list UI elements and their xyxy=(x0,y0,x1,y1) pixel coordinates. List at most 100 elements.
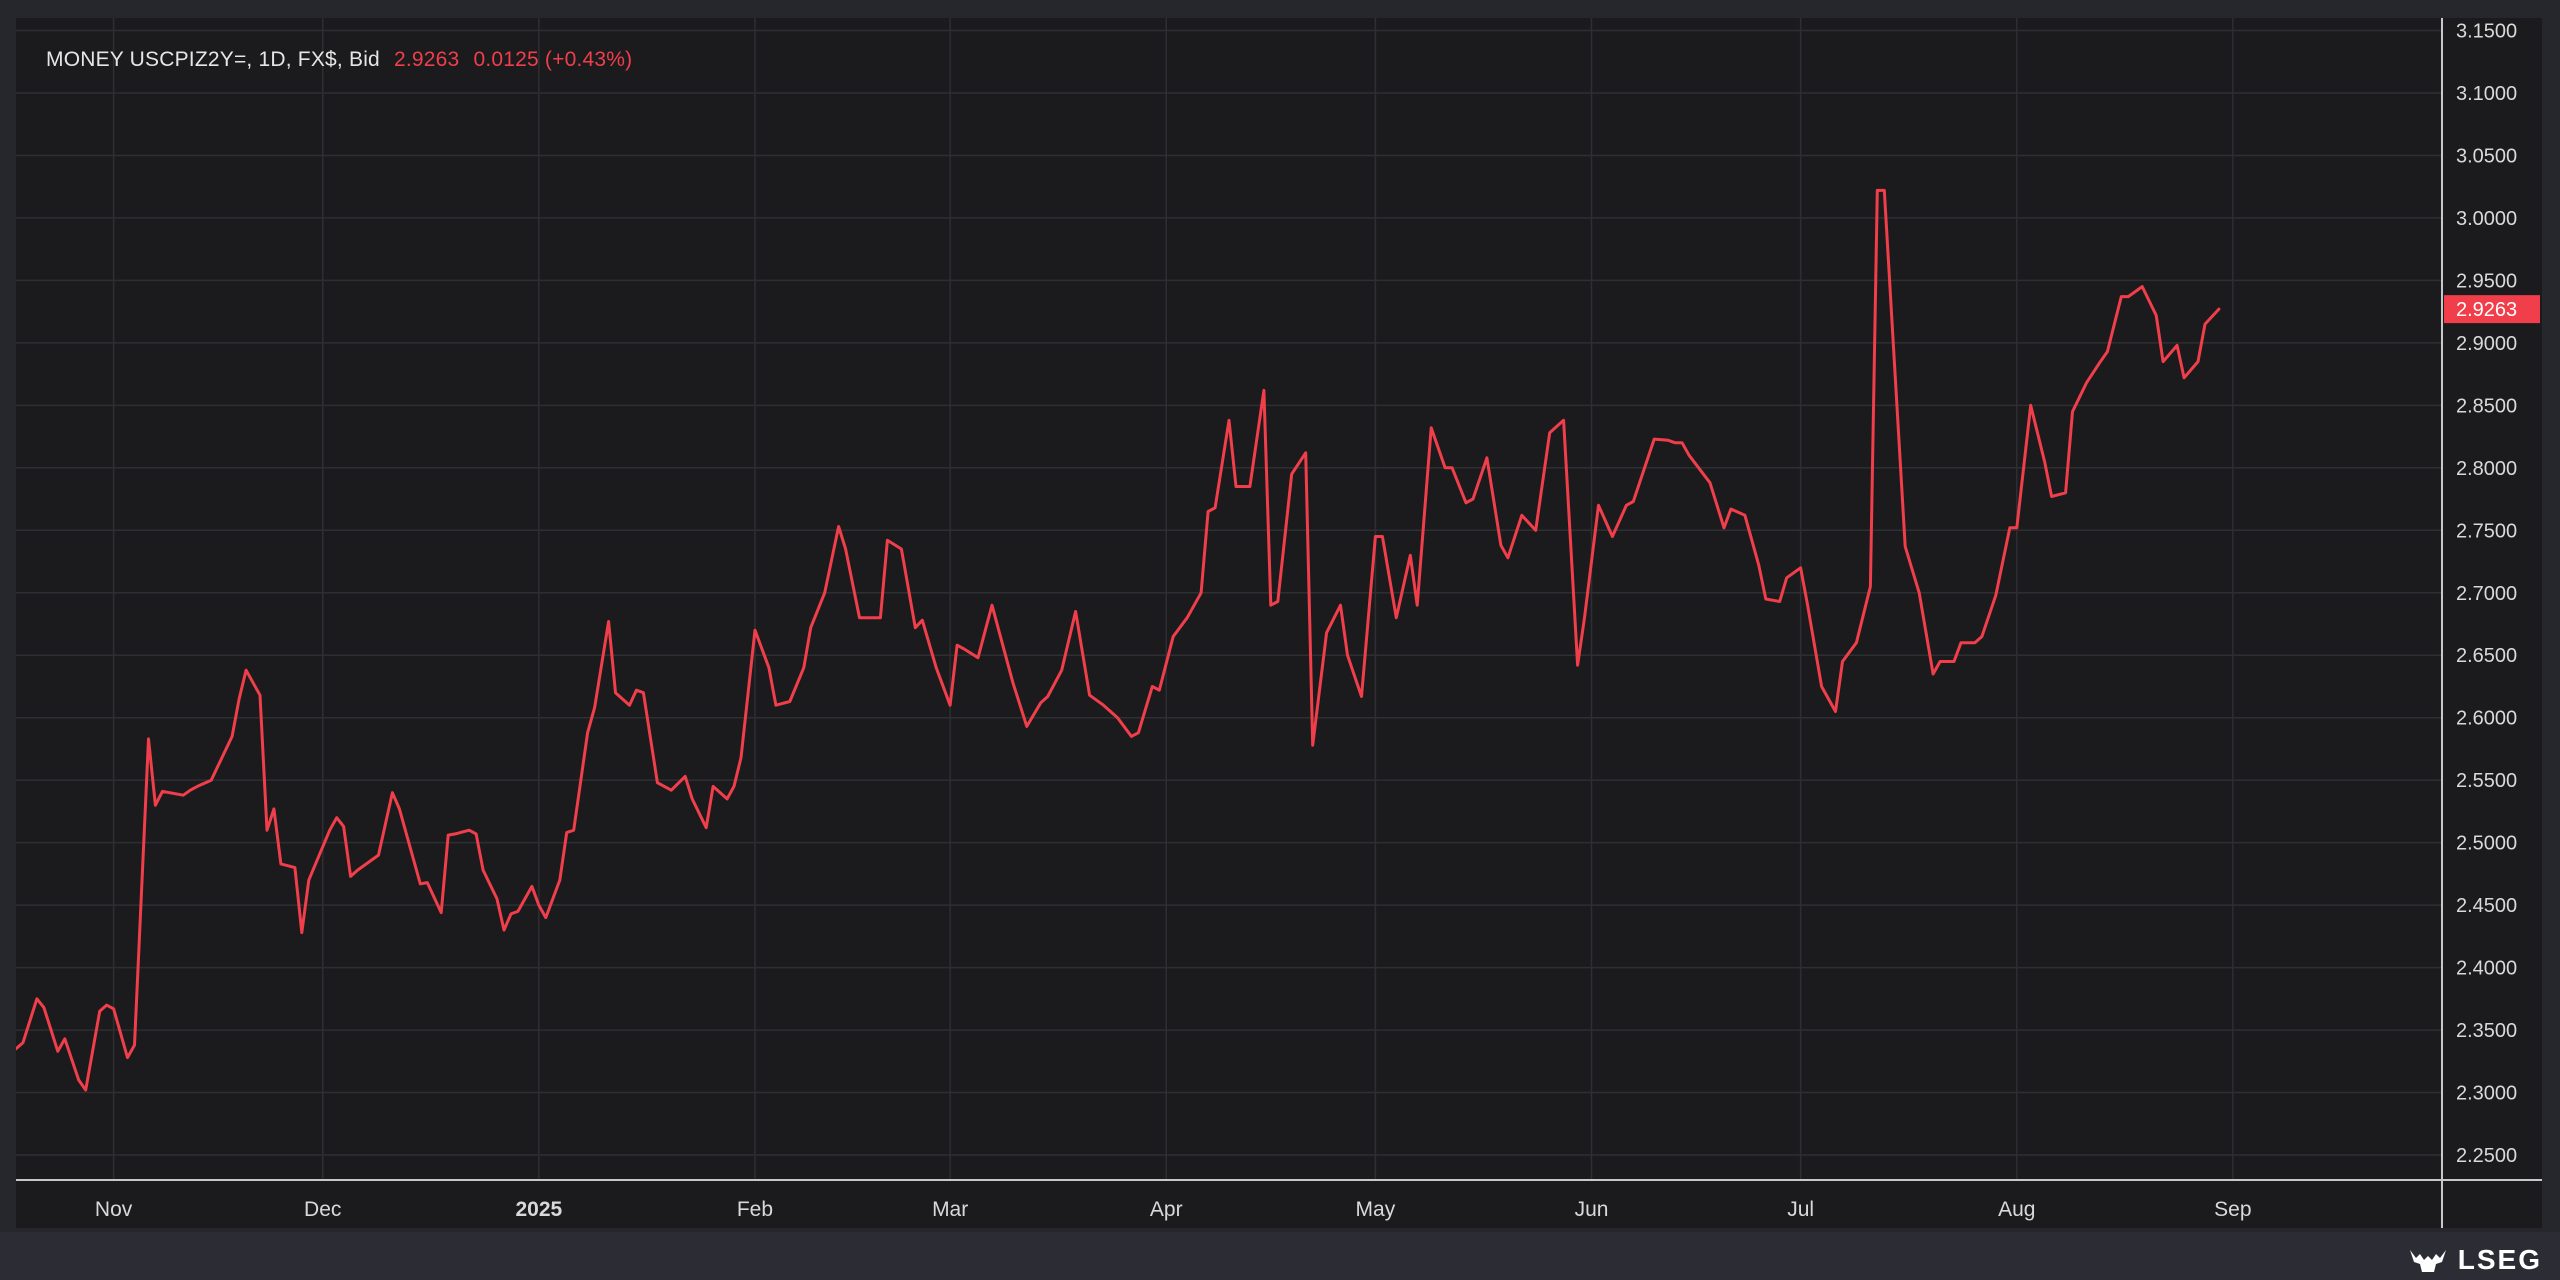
y-tick-label: 2.3500 xyxy=(2456,1020,2517,1042)
data-point xyxy=(739,756,743,759)
data-point xyxy=(1151,685,1154,688)
last-price: 2.9263 xyxy=(393,48,460,71)
y-tick-label: 3.1000 xyxy=(2456,83,2517,105)
data-point xyxy=(1611,535,1614,538)
data-point xyxy=(1262,389,1266,392)
data-point xyxy=(1806,604,1809,607)
data-point xyxy=(2217,307,2221,311)
y-tick-label: 2.9000 xyxy=(2456,333,2517,355)
data-point xyxy=(98,1010,101,1013)
data-point xyxy=(1820,685,1823,688)
data-point xyxy=(837,525,840,528)
data-point xyxy=(607,620,610,623)
data-point xyxy=(1632,500,1635,503)
data-point xyxy=(391,791,394,794)
y-tick-label: 2.6500 xyxy=(2456,645,2517,667)
data-point xyxy=(656,781,659,784)
data-point xyxy=(21,1041,25,1044)
data-point xyxy=(1876,189,1879,192)
data-point xyxy=(189,788,192,792)
data-point xyxy=(955,644,959,647)
data-point xyxy=(1834,710,1837,713)
data-point xyxy=(1722,526,1726,529)
series-line xyxy=(16,188,2221,1092)
data-point xyxy=(670,788,673,792)
data-point xyxy=(572,828,575,832)
data-point xyxy=(788,700,792,703)
data-point xyxy=(558,878,561,882)
data-point xyxy=(1520,514,1523,517)
y-tick-label: 2.4500 xyxy=(2456,895,2517,917)
chart-panel[interactable]: 2.2500 2.3000 2.3500 2.4000 2.4500 2.5000 2.55… xyxy=(16,18,2542,1228)
data-point xyxy=(1764,597,1767,601)
data-point xyxy=(1039,701,1042,704)
data-point xyxy=(1381,535,1384,538)
data-point xyxy=(1799,566,1802,569)
data-point xyxy=(1687,454,1691,457)
data-point xyxy=(1416,604,1419,607)
data-point xyxy=(1904,545,1907,548)
x-tick-label: Jul xyxy=(1787,1198,1814,1221)
x-tick-label: Aug xyxy=(1998,1198,2035,1221)
x-tick-label: Sep xyxy=(2214,1198,2251,1221)
data-point xyxy=(1757,564,1761,567)
data-point xyxy=(126,1056,129,1059)
data-point xyxy=(767,666,771,669)
data-point xyxy=(1450,466,1454,470)
data-point xyxy=(1597,504,1600,507)
data-point xyxy=(2029,404,2032,407)
x-tick-label: Mar xyxy=(932,1198,968,1221)
data-point xyxy=(209,778,213,782)
data-point xyxy=(2106,350,2109,353)
data-point xyxy=(133,1043,136,1047)
data-point xyxy=(1248,485,1252,488)
data-point xyxy=(16,1047,18,1051)
data-point xyxy=(1011,681,1015,684)
data-point xyxy=(335,816,338,819)
data-point xyxy=(732,785,736,788)
data-point xyxy=(300,931,304,934)
data-point xyxy=(704,826,708,829)
data-point xyxy=(976,656,980,659)
data-point xyxy=(865,616,868,619)
instrument-legend: MONEY USCPIZ2Y=, 1D, FX$, Bid 2.9263 0.0… xyxy=(46,48,632,72)
data-point xyxy=(1743,514,1747,517)
data-point xyxy=(614,691,617,694)
brand-name: LSEG xyxy=(2457,1244,2542,1275)
data-point xyxy=(1653,437,1656,441)
y-tick-label: 3.0500 xyxy=(2456,145,2517,167)
data-point xyxy=(1311,743,1314,747)
data-point xyxy=(1443,466,1447,470)
data-point xyxy=(935,666,938,669)
x-tick-label: Dec xyxy=(304,1198,341,1221)
data-point xyxy=(914,626,917,629)
data-point xyxy=(1464,501,1468,504)
y-tick-label: 2.8500 xyxy=(2456,395,2517,417)
data-point xyxy=(1625,504,1628,507)
data-point xyxy=(1729,507,1733,511)
data-point xyxy=(467,828,471,832)
data-point xyxy=(502,928,506,932)
data-point xyxy=(1499,544,1503,547)
data-point xyxy=(1360,695,1363,698)
data-point xyxy=(154,803,157,807)
data-point xyxy=(509,912,513,916)
data-point xyxy=(328,828,331,832)
price-chart[interactable]: 2.2500 2.3000 2.3500 2.4000 2.4500 2.5000 2.55… xyxy=(16,18,2542,1228)
data-point xyxy=(447,833,450,837)
data-point xyxy=(1708,481,1712,484)
data-point xyxy=(1227,419,1231,422)
data-point xyxy=(481,868,485,872)
y-tick-label: 3.1500 xyxy=(2456,20,2517,42)
data-point xyxy=(711,785,715,788)
data-point xyxy=(1855,641,1858,644)
series-line-group xyxy=(16,188,2221,1092)
data-point xyxy=(272,807,276,811)
x-tick-label: 2025 xyxy=(515,1198,562,1221)
data-point xyxy=(77,1078,80,1082)
data-point xyxy=(565,831,568,834)
data-point xyxy=(1158,689,1161,692)
data-point xyxy=(1025,725,1029,728)
data-point xyxy=(593,706,596,709)
data-point xyxy=(1471,497,1475,501)
